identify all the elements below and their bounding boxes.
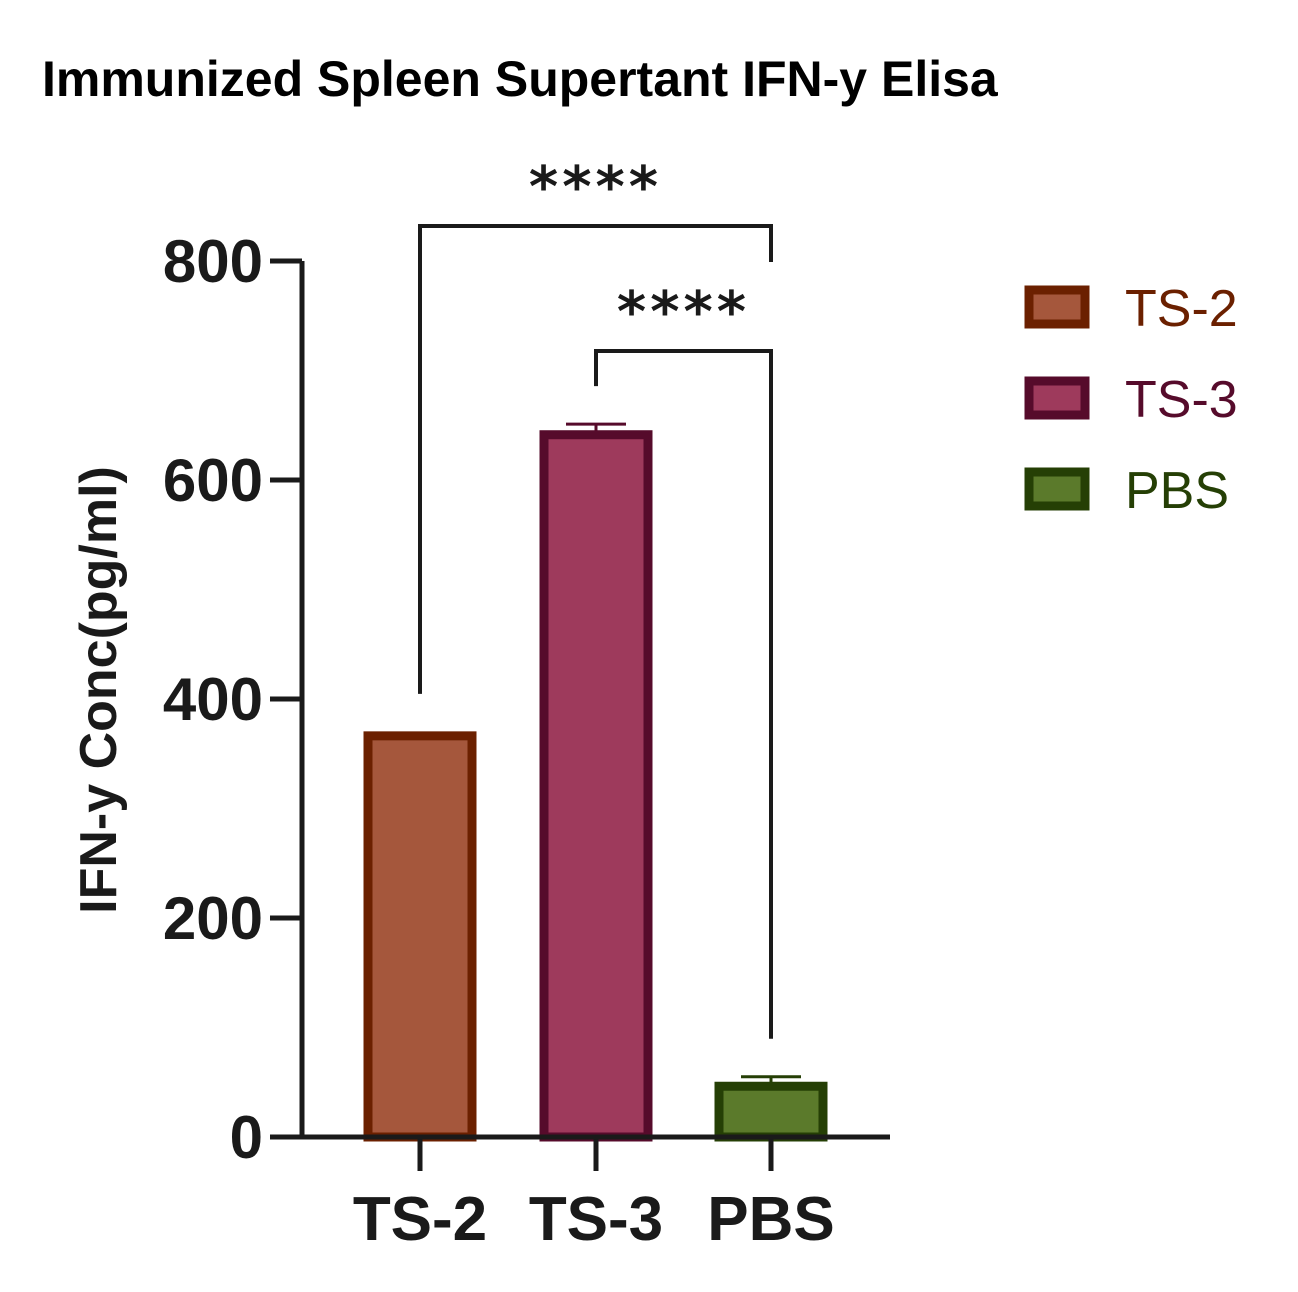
- x-tick-label: TS-3: [529, 1185, 663, 1254]
- y-tick-label: 400: [163, 666, 263, 733]
- y-tick-label: 0: [230, 1104, 263, 1171]
- x-tick-label: TS-2: [353, 1185, 487, 1254]
- legend-swatch-pbs: [1024, 467, 1090, 511]
- bars: [363, 422, 828, 1142]
- significance-bracket: [418, 224, 773, 694]
- bar-pbs: [714, 1081, 828, 1142]
- y-tick-label: 600: [163, 447, 263, 514]
- chart-title: Immunized Spleen Supertant IFN-y Elisa: [42, 51, 999, 107]
- legend-label: TS-3: [1125, 371, 1238, 429]
- legend-label: TS-2: [1125, 280, 1238, 338]
- bar-ts-3: [539, 430, 653, 1142]
- axes: 0 200 400 600 800 TS-2 TS-3 PBS: [163, 228, 890, 1254]
- y-tick-label: 200: [163, 885, 263, 952]
- significance-label: ****: [529, 155, 662, 220]
- legend-swatch-ts-2: [1024, 285, 1090, 329]
- significance-label: ****: [617, 280, 750, 345]
- significance-bracket: [594, 349, 773, 1039]
- legend-swatch-ts-3: [1024, 376, 1090, 420]
- significance-brackets: **** ****: [418, 155, 773, 1039]
- legend-label: PBS: [1125, 462, 1229, 520]
- x-tick-label: PBS: [707, 1185, 834, 1254]
- legend: TS-2 TS-3 PBS: [1024, 280, 1238, 520]
- bar-ts-2: [363, 731, 477, 1142]
- y-axis-label: IFN-y Conc(pg/ml): [70, 466, 128, 914]
- y-tick-label: 800: [163, 228, 263, 295]
